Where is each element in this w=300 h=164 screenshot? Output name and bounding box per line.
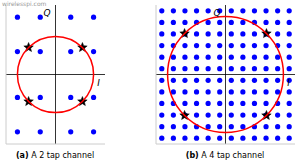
svg-text:I: I bbox=[97, 78, 100, 88]
html-text:(a) A 2 tap channel: (a) A 2 tap channel bbox=[15, 151, 95, 160]
svg-text:I: I bbox=[287, 78, 290, 88]
svg-text:Q: Q bbox=[43, 8, 50, 18]
html-text:(b) A 4 tap channel: (b) A 4 tap channel bbox=[185, 151, 265, 160]
html-text:wirelesspi.com: wirelesspi.com bbox=[2, 0, 47, 7]
svg-text:Q: Q bbox=[213, 8, 220, 18]
